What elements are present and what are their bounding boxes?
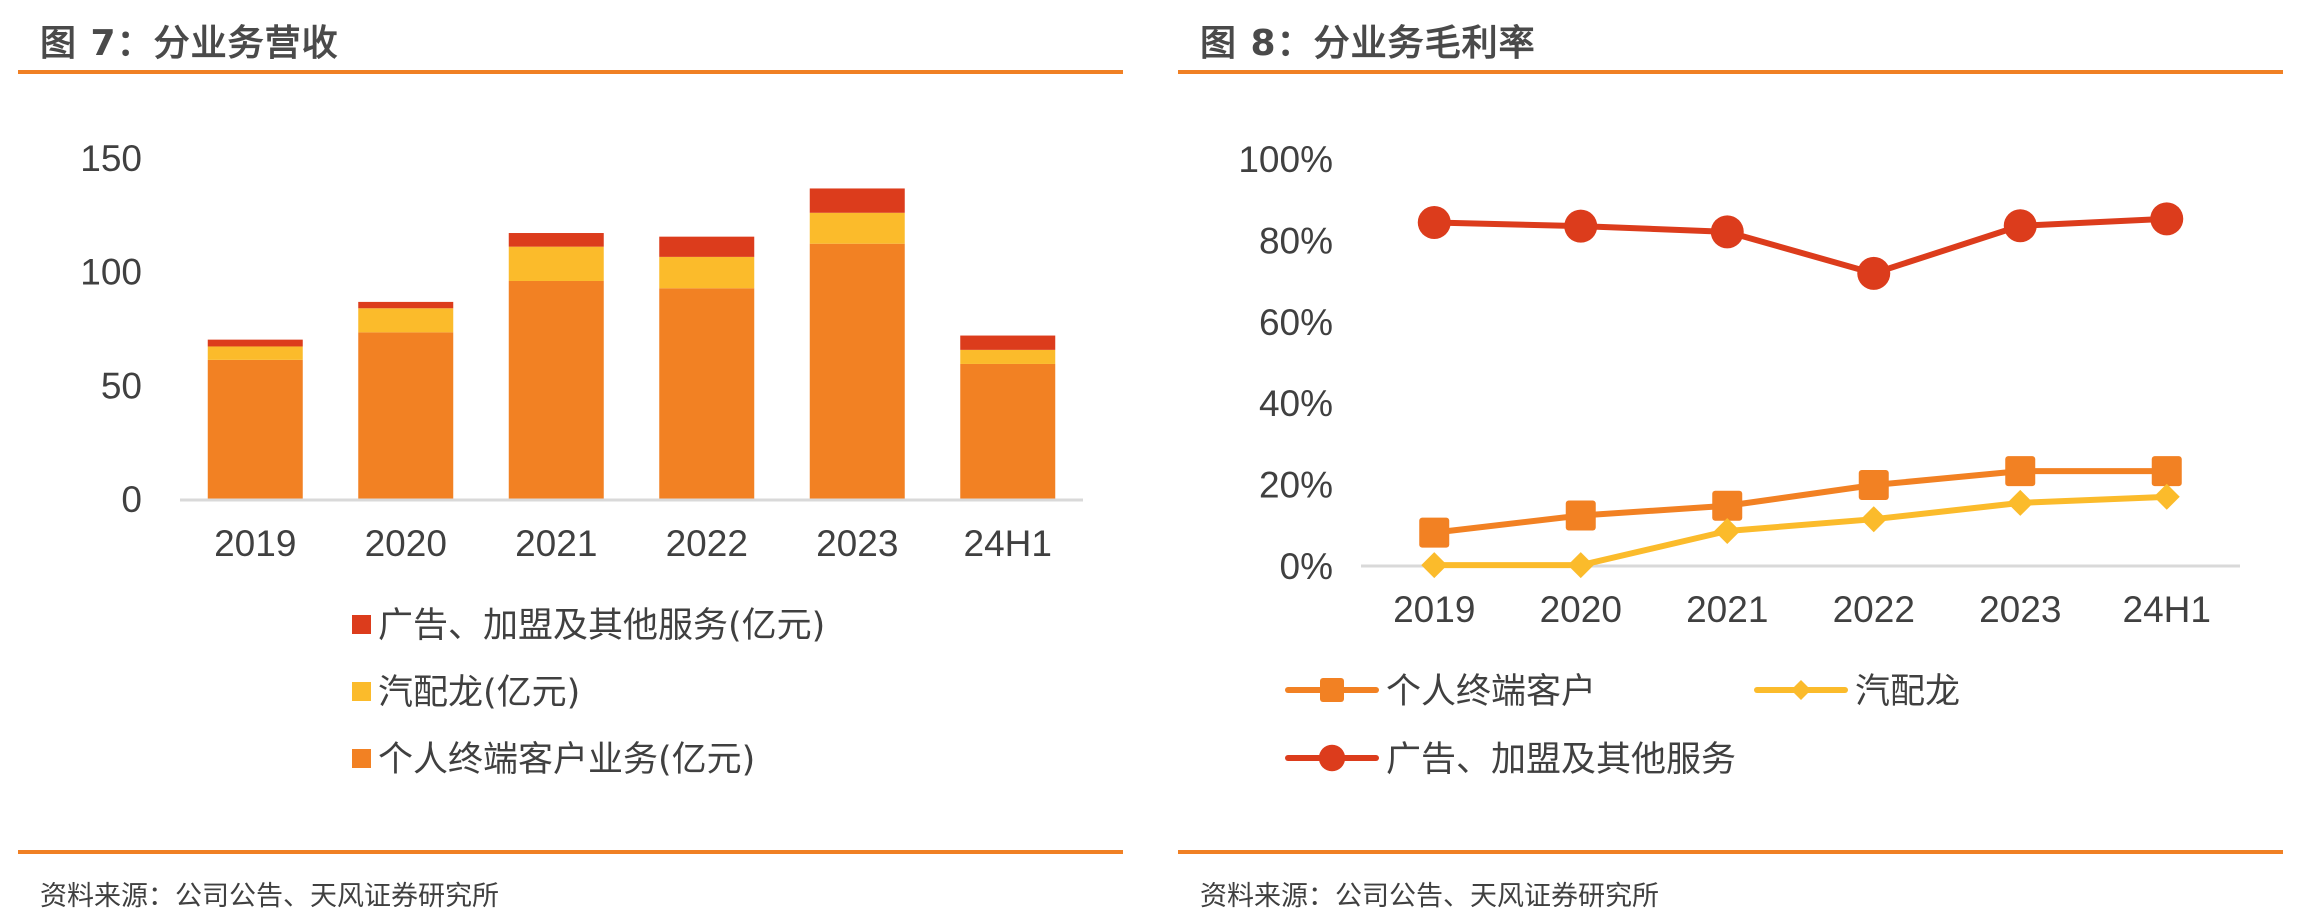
bar-segment — [809, 188, 905, 213]
y-tick-label: 40% — [1259, 383, 1333, 424]
marker-circle — [1857, 256, 1891, 290]
y-tick-label: 60% — [1259, 302, 1333, 343]
bar-segment — [508, 246, 604, 281]
marker-square — [1858, 470, 1889, 501]
x-tick-label: 2022 — [1833, 589, 1915, 630]
bar-segment — [659, 256, 755, 289]
legend-label: 广告、加盟及其他服务 — [1386, 740, 1736, 780]
legend-swatch — [352, 682, 371, 701]
y-tick-label: 100 — [80, 252, 142, 293]
y-tick-label: 100% — [1238, 139, 1333, 180]
marker-circle — [1318, 744, 1346, 772]
right-bottom-rule — [1178, 850, 2283, 854]
bar-segment — [809, 212, 905, 244]
x-tick-label: 2020 — [1540, 589, 1622, 630]
bar-segment — [508, 233, 604, 247]
x-tick-label: 2019 — [214, 523, 296, 564]
x-tick-label: 2021 — [515, 523, 597, 564]
y-tick-label: 50 — [101, 365, 142, 406]
y-tick-label: 20% — [1259, 465, 1333, 506]
x-tick-label: 2019 — [1393, 589, 1475, 630]
marker-diamond — [2153, 483, 2180, 510]
bar-segment — [207, 346, 303, 360]
x-tick-label: 2022 — [666, 523, 748, 564]
marker-diamond — [1860, 506, 1887, 533]
marker-diamond — [1714, 517, 1741, 544]
x-tick-label: 2023 — [816, 523, 898, 564]
marker-diamond — [2007, 489, 2034, 516]
bar-segment — [809, 243, 905, 499]
marker-circle — [1564, 209, 1598, 243]
legend-label: 汽配龙(亿元) — [378, 673, 580, 713]
marker-diamond — [1567, 552, 1594, 579]
bar-segment — [358, 301, 454, 309]
series-line — [1434, 493, 2167, 569]
gross-margin-line-chart: 0% 20% 40% 60% 80% 100% 2019 2020 2021 2022 2023 24… — [1238, 139, 2240, 780]
legend-label: 广告、加盟及其他服务(亿元) — [378, 606, 825, 646]
series-line — [1433, 468, 2167, 536]
legend-label: 个人终端客户业务(亿元) — [378, 740, 755, 780]
marker-square — [2005, 456, 2036, 487]
legend-swatch — [352, 615, 371, 634]
marker-diamond — [1421, 552, 1448, 579]
bar-segment — [207, 339, 303, 347]
revenue-stacked-bar-chart: 0 50 100 150 2019 2020 2021 2022 2023 24H1 广告、加盟及其… — [80, 138, 1083, 780]
marker-circle — [1710, 215, 1744, 249]
marker-circle — [2150, 202, 2184, 236]
bar-segment — [659, 288, 755, 499]
x-tick-label: 2021 — [1686, 589, 1768, 630]
y-tick-label: 0 — [121, 479, 142, 520]
left-top-rule — [18, 70, 1123, 74]
marker-square — [1320, 678, 1344, 702]
bar-segment — [659, 236, 755, 257]
legend-label: 个人终端客户 — [1386, 672, 1596, 712]
marker-square — [1419, 517, 1450, 548]
series-line — [1434, 215, 2167, 277]
bar-segment — [960, 363, 1056, 499]
y-tick-label: 80% — [1259, 220, 1333, 261]
y-tick-label: 150 — [80, 138, 142, 179]
marker-diamond — [1791, 680, 1811, 700]
y-tick-label: 0% — [1280, 546, 1333, 587]
marker-square — [1712, 490, 1743, 521]
x-tick-label: 24H1 — [2123, 589, 2211, 630]
marker-square — [2151, 456, 2182, 487]
bar-segment — [508, 280, 604, 499]
right-panel-title: 图 8：分业务毛利率 — [1200, 23, 1536, 64]
legend-label: 汽配龙 — [1855, 672, 1960, 712]
x-tick-label: 2023 — [1979, 589, 2061, 630]
bar-segment — [960, 349, 1056, 364]
bar-segment — [207, 359, 303, 499]
right-source-note: 资料来源：公司公告、天风证券研究所 — [1200, 881, 1659, 912]
right-top-rule — [1178, 70, 2283, 74]
bar-segment — [960, 335, 1056, 350]
marker-circle — [2003, 209, 2037, 243]
left-panel-title: 图 7：分业务营收 — [40, 23, 339, 64]
x-tick-label: 2020 — [365, 523, 447, 564]
marker-circle — [1417, 205, 1451, 239]
marker-square — [1565, 500, 1596, 531]
left-source-note: 资料来源：公司公告、天风证券研究所 — [40, 881, 499, 912]
bar-segment — [358, 308, 454, 333]
bar-segment — [358, 332, 454, 499]
x-tick-label: 24H1 — [964, 523, 1052, 564]
left-bottom-rule — [18, 850, 1123, 854]
legend-swatch — [352, 749, 371, 768]
